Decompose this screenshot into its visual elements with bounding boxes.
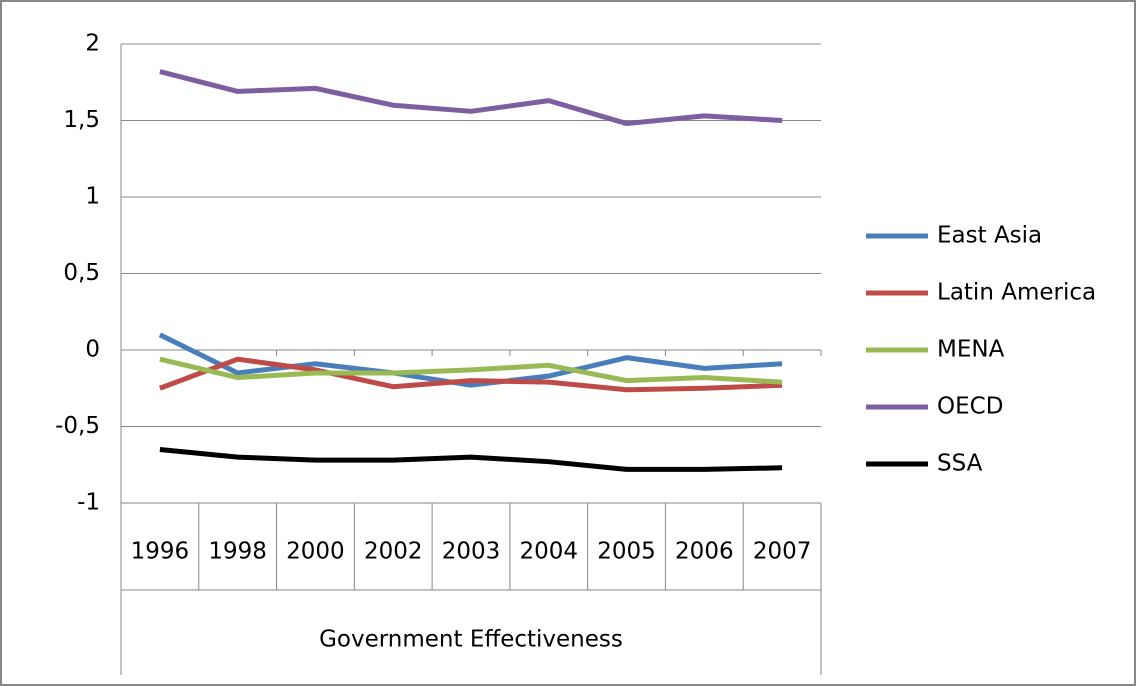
- x-tick-label: 2007: [753, 539, 812, 565]
- series-line: [159, 356, 783, 385]
- x-tick-label: 2006: [675, 539, 734, 565]
- legend-label: OECD: [937, 394, 1003, 420]
- y-tick-label: -1: [77, 490, 100, 516]
- y-tick-label: 0: [85, 337, 100, 363]
- y-tick-label: 1,5: [63, 107, 100, 133]
- legend-label: East Asia: [937, 223, 1042, 249]
- x-tick-label: 2002: [364, 539, 423, 565]
- x-tick-label: 2003: [442, 539, 501, 565]
- y-tick-label: 1: [85, 184, 100, 210]
- legend-label: MENA: [937, 337, 1005, 363]
- x-tick-label: 2000: [286, 539, 345, 565]
- series-line: [159, 356, 783, 393]
- x-tick-label: 2004: [520, 539, 579, 565]
- series-line: [159, 69, 783, 127]
- y-tick-label: 0,5: [63, 260, 100, 286]
- legend-label: SSA: [937, 451, 983, 477]
- y-tick-label: 2: [85, 31, 100, 57]
- x-axis-label: Government Effectiveness: [319, 627, 623, 653]
- x-tick-label: 1998: [208, 539, 267, 565]
- y-tick-label: -0,5: [55, 413, 100, 439]
- x-tick-label: 1996: [131, 539, 190, 565]
- series-line: [159, 446, 783, 472]
- x-tick-label: 2005: [597, 539, 656, 565]
- legend-label: Latin America: [937, 280, 1096, 306]
- series-line: [158, 332, 783, 388]
